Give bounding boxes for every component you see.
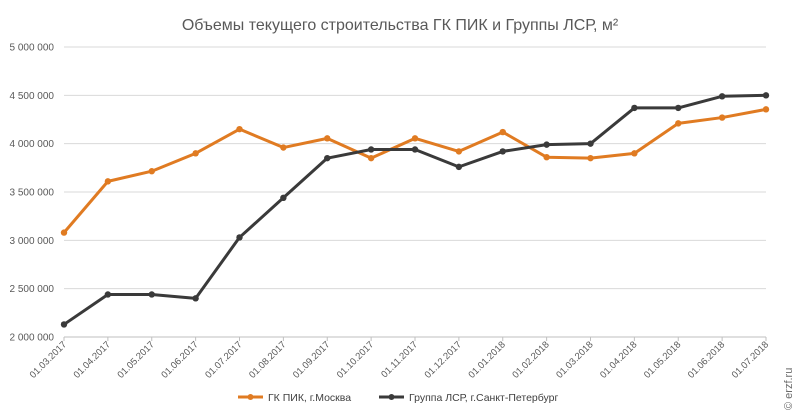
x-tick-label: 01.04.2017 [72,339,113,380]
data-point [236,125,243,133]
data-point [762,106,770,113]
series-lsr [60,92,770,328]
data-point [236,234,243,241]
x-tick-label: 01.12.2017 [423,339,464,380]
x-tick-label: 01.09.2017 [291,339,332,380]
y-tick-label: 3 000 000 [10,236,55,247]
x-tick-label: 01.02.2018 [510,339,551,380]
data-point [455,163,463,171]
y-tick-label: 5 000 000 [10,43,55,54]
series-line [62,93,768,326]
data-point [280,144,287,151]
data-point [60,321,68,328]
data-point [411,135,419,142]
legend: ГК ПИК, г.Москва Группа ЛСР, г.Санкт-Пет… [238,392,559,404]
x-tick-label: 01.04.2018 [598,339,639,380]
x-tick-label: 01.03.2017 [28,339,69,380]
series-layer [60,92,770,328]
data-point [192,150,199,157]
data-point [762,92,770,99]
legend-marker-lsr [388,394,395,400]
watermark: © erzf.ru [783,368,795,410]
x-axis: 01.03.2017 01.04.2017 01.05.2017 01.06.2017… [28,337,771,381]
gridlines [64,46,766,338]
data-point [411,146,419,153]
data-point [148,291,155,298]
data-point [324,154,331,162]
data-point [543,141,550,148]
data-point [499,148,506,155]
x-tick-label: 01.01.2018 [466,339,507,380]
data-point [587,140,594,147]
data-point [631,104,638,112]
series-line [62,107,768,235]
y-tick-label: 4 000 000 [10,139,55,150]
data-point [280,194,287,201]
y-tick-label: 2 000 000 [10,333,55,344]
x-tick-label: 01.06.2017 [159,339,200,380]
legend-label-lsr: Группа ЛСР, г.Санкт-Петербург [409,392,559,404]
y-tick-label: 2 500 000 [10,284,55,295]
legend-label-pik: ГК ПИК, г.Москва [268,392,351,404]
x-tick-label: 01.06.2018 [686,339,727,380]
y-axis: 2 000 000 2 500 000 3 000 000 3 500 000 4 00… [10,43,55,344]
legend-marker-pik [247,394,254,400]
data-point [367,146,375,153]
data-point [675,104,682,112]
data-point [367,154,375,162]
data-point [104,291,112,298]
y-tick-label: 3 500 000 [10,188,55,199]
data-point [718,114,726,121]
data-point [499,128,506,136]
data-point [631,150,638,157]
x-tick-label: 01.11.2017 [379,339,420,380]
series-pik [60,106,770,236]
data-point [543,154,550,161]
data-point [587,154,594,162]
data-point [675,120,682,127]
x-tick-label: 01.08.2017 [247,339,288,380]
data-point [718,93,726,100]
x-tick-label: 01.07.2018 [730,339,771,380]
data-point [192,295,199,302]
data-point [104,178,112,185]
chart-title: Объемы текущего строительства ГК ПИК и Г… [182,17,619,34]
x-tick-label: 01.05.2017 [115,339,156,380]
data-point [324,135,331,142]
data-point [60,229,68,236]
x-tick-label: 01.07.2017 [203,339,244,380]
x-tick-label: 01.10.2017 [335,339,376,380]
x-tick-label: 01.03.2018 [554,339,595,380]
y-tick-label: 4 500 000 [10,91,55,102]
data-point [148,168,155,175]
data-point [455,148,463,155]
x-tick-label: 01.05.2018 [642,339,683,380]
